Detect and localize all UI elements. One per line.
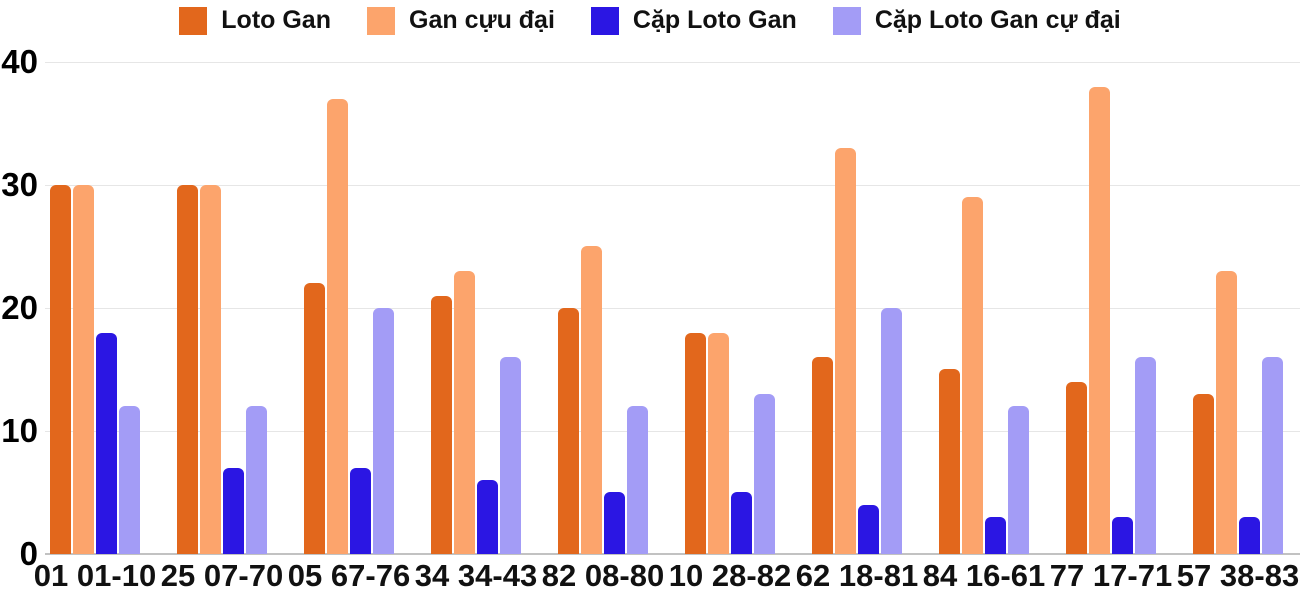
bar[interactable] bbox=[327, 99, 348, 554]
legend-swatch-icon bbox=[590, 6, 619, 35]
bar[interactable] bbox=[985, 517, 1006, 554]
x-tick-label: 25 07-70 bbox=[160, 558, 284, 593]
x-tick-label: 62 18-81 bbox=[795, 558, 919, 593]
bar[interactable] bbox=[835, 148, 856, 554]
bar[interactable] bbox=[731, 492, 752, 554]
gridline bbox=[45, 185, 1300, 186]
bar-group bbox=[304, 99, 394, 554]
bar-group bbox=[685, 333, 775, 554]
legend-item: Cặp Loto Gan bbox=[590, 6, 797, 35]
bar[interactable] bbox=[500, 357, 521, 554]
bar[interactable] bbox=[119, 406, 140, 554]
y-tick-label: 30 bbox=[1, 166, 38, 203]
legend-label: Loto Gan bbox=[221, 6, 331, 34]
bar[interactable] bbox=[1112, 517, 1133, 554]
chart-legend: Loto Gan Gan cựu đại Cặp Loto Gan Cặp Loto … bbox=[0, 6, 1300, 35]
bar[interactable] bbox=[1193, 394, 1214, 554]
legend-item: Cặp Loto Gan cự đại bbox=[832, 6, 1121, 35]
bar[interactable] bbox=[812, 357, 833, 554]
bar[interactable] bbox=[858, 505, 879, 554]
legend-swatch-icon bbox=[832, 6, 861, 35]
y-tick-label: 20 bbox=[1, 289, 38, 326]
x-tick-label: 84 16-61 bbox=[922, 558, 1046, 593]
bar[interactable] bbox=[477, 480, 498, 554]
legend-swatch-icon bbox=[367, 6, 395, 35]
bar[interactable] bbox=[881, 308, 902, 554]
bar[interactable] bbox=[1135, 357, 1156, 554]
legend-swatch-icon bbox=[179, 6, 208, 35]
y-tick-label: 10 bbox=[1, 412, 38, 449]
bar[interactable] bbox=[350, 468, 371, 554]
bar[interactable] bbox=[1239, 517, 1260, 554]
y-tick-label: 0 bbox=[19, 535, 38, 572]
bar[interactable] bbox=[708, 333, 729, 554]
x-tick-label: 82 08-80 bbox=[541, 558, 665, 593]
bar[interactable] bbox=[1216, 271, 1237, 554]
bar[interactable] bbox=[200, 185, 221, 554]
x-tick-label: 01 01-10 bbox=[33, 558, 157, 593]
bar-group bbox=[1193, 271, 1283, 554]
x-tick-label: 77 17-71 bbox=[1049, 558, 1173, 593]
legend-label: Cặp Loto Gan cự đại bbox=[874, 6, 1121, 34]
bar[interactable] bbox=[304, 283, 325, 554]
bar[interactable] bbox=[627, 406, 648, 554]
bar[interactable] bbox=[754, 394, 775, 554]
bar[interactable] bbox=[939, 369, 960, 554]
bar[interactable] bbox=[558, 308, 579, 554]
x-tick-label: 05 67-76 bbox=[287, 558, 411, 593]
gridline bbox=[45, 308, 1300, 309]
bar[interactable] bbox=[685, 333, 706, 554]
bar[interactable] bbox=[246, 406, 267, 554]
bar-group bbox=[177, 185, 267, 554]
x-axis-baseline bbox=[45, 553, 1300, 555]
bar[interactable] bbox=[1089, 87, 1110, 554]
bar[interactable] bbox=[1262, 357, 1283, 554]
bar[interactable] bbox=[962, 197, 983, 554]
bar-group bbox=[1066, 87, 1156, 554]
x-tick-label: 34 34-43 bbox=[414, 558, 538, 593]
bar[interactable] bbox=[373, 308, 394, 554]
bar[interactable] bbox=[223, 468, 244, 554]
plot-area bbox=[45, 62, 1300, 555]
bar[interactable] bbox=[73, 185, 94, 554]
bar[interactable] bbox=[96, 333, 117, 554]
legend-item: Gan cựu đại bbox=[367, 6, 555, 35]
legend-label: Cặp Loto Gan bbox=[632, 6, 797, 34]
bar[interactable] bbox=[454, 271, 475, 554]
legend-label: Gan cựu đại bbox=[409, 6, 555, 34]
gridline bbox=[45, 62, 1300, 63]
bar[interactable] bbox=[177, 185, 198, 554]
bar-group bbox=[558, 246, 648, 554]
bar[interactable] bbox=[1066, 382, 1087, 554]
y-tick-label: 40 bbox=[1, 43, 38, 80]
bar-group bbox=[50, 185, 140, 554]
bar[interactable] bbox=[1008, 406, 1029, 554]
bar[interactable] bbox=[604, 492, 625, 554]
bar[interactable] bbox=[50, 185, 71, 554]
bar[interactable] bbox=[431, 296, 452, 554]
x-tick-label: 57 38-83 bbox=[1176, 558, 1300, 593]
gridline bbox=[45, 431, 1300, 432]
bar-group bbox=[431, 271, 521, 554]
bar[interactable] bbox=[581, 246, 602, 554]
x-tick-label: 10 28-82 bbox=[668, 558, 792, 593]
legend-item: Loto Gan bbox=[179, 6, 331, 35]
bar-group bbox=[812, 148, 902, 554]
bar-group bbox=[939, 197, 1029, 554]
